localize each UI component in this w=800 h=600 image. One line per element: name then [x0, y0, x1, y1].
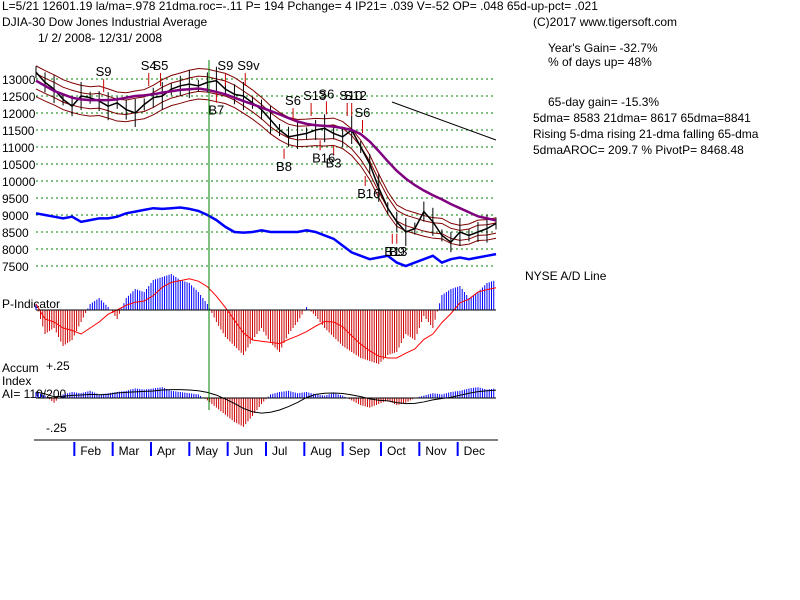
x-axis: Feb Mar Apr May Jun Jul Aug Sep Oct Nov Dec	[73, 442, 485, 458]
index-name: DJIA-30 Dow Jones Industrial Average	[2, 15, 208, 29]
signal-label: S9	[96, 64, 112, 79]
signal-label: B3	[326, 155, 342, 170]
y-tick-label: 9000	[2, 209, 29, 223]
trend-line: Rising 5-dma rising 21-dma falling 65-dm…	[533, 127, 759, 141]
y-tick-label: 8500	[2, 226, 29, 240]
ai-label: AI= 110/200	[2, 387, 66, 401]
signal-label: S12	[344, 88, 367, 103]
signal-label: B16	[312, 150, 335, 165]
y-tick-label: 8000	[2, 243, 29, 257]
month-label: Jul	[272, 444, 287, 458]
p-indicator-panel	[35, 274, 497, 364]
gain-65: 65-day gain= -15.3%	[548, 95, 659, 109]
signal-label: B7	[208, 103, 224, 118]
signal-label: S6	[355, 105, 371, 120]
signal-label: S10	[339, 88, 362, 103]
price-series	[35, 71, 497, 244]
y-tick-label: 12500	[2, 90, 36, 104]
ma65-line	[35, 79, 497, 222]
band-line	[35, 96, 497, 246]
month-label: Mar	[119, 444, 140, 458]
month-label: Sep	[349, 444, 371, 458]
y-tick-label: 12000	[2, 107, 36, 121]
y-tick-label: 11000	[2, 141, 35, 155]
p-indicator-label: P-Indicator	[2, 297, 60, 311]
accum-label-2: Index	[2, 374, 31, 388]
signal-label: S4	[141, 58, 157, 73]
days-up: % of days up= 48%	[548, 55, 652, 69]
minus-25-label: -.25	[46, 421, 67, 435]
month-label: Apr	[157, 444, 176, 458]
signal-label: S9v	[237, 58, 260, 73]
signal-label: B16	[357, 186, 380, 201]
signal-label: B8	[276, 159, 292, 174]
signal-label: S6	[285, 93, 301, 108]
y-tick-label: 10500	[2, 158, 36, 172]
header-line1: L=5/21 12601.19 la/ma=.978 21dma.roc=-.1…	[2, 0, 598, 13]
y-tick-label: 7500	[2, 260, 29, 274]
copyright: (C)2017 www.tigersoft.com	[533, 15, 677, 29]
accum-index-panel	[35, 387, 497, 427]
y-axis-ticks: 7500 8000 8500 9000 9500 10000 10500 11000 11500…	[2, 73, 36, 274]
signal-label: S9	[217, 58, 233, 73]
month-label: Dec	[464, 444, 485, 458]
month-label: Aug	[310, 444, 331, 458]
plus-25-label: +.25	[46, 359, 70, 373]
price-line	[35, 66, 497, 253]
month-label: Feb	[80, 444, 101, 458]
month-label: Jun	[234, 444, 253, 458]
band-line	[35, 65, 497, 226]
ma65-series	[35, 79, 497, 222]
ad-line	[35, 206, 497, 268]
y-tick-label: 11500	[2, 124, 35, 138]
accum-ma	[35, 389, 497, 414]
y-tick-label: 13000	[2, 73, 36, 87]
y-tick-label: 10000	[2, 175, 36, 189]
price-grid	[36, 78, 496, 267]
band-line	[35, 73, 497, 231]
signal-label: B9	[389, 244, 405, 259]
signal-label: B13	[384, 244, 407, 259]
month-label: Oct	[387, 444, 406, 458]
month-label: Nov	[425, 444, 446, 458]
month-label: May	[195, 444, 218, 458]
trend-line-draw	[391, 101, 497, 141]
signal-label: S6	[318, 86, 334, 101]
signal-label: S5	[152, 58, 168, 73]
accum-label-1: Accum	[2, 361, 39, 375]
years-gain: Year's Gain= -32.7%	[548, 41, 658, 55]
ad-series	[35, 206, 497, 268]
date-range: 1/ 2/ 2008- 12/31/ 2008	[38, 31, 162, 45]
aroc-line: 5dmaAROC= 209.7 % PivotP= 8468.48	[533, 143, 744, 157]
p-indicator-ma	[35, 278, 497, 359]
band-line	[35, 88, 497, 241]
nyse-label: NYSE A/D Line	[525, 269, 607, 283]
signal-label: S13	[303, 88, 326, 103]
y-tick-label: 9500	[2, 192, 29, 206]
dma-line: 5dma= 8583 21dma= 8617 65dma=8841	[533, 111, 751, 125]
